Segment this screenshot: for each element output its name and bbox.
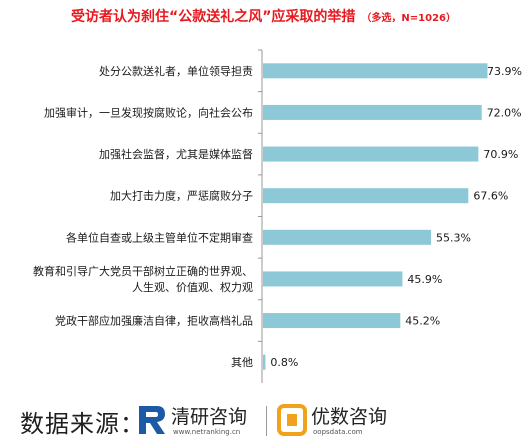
category-label: 各单位自查或上级主管单位不定期审查 [66, 230, 253, 244]
value-label: 67.6% [473, 190, 508, 203]
source-label: 数据来源： [20, 410, 145, 438]
value-label: 45.9% [407, 273, 442, 286]
chart-title-row: 受访者认为刹住“公款送礼之风”应采取的举措 （多选，N=1026） [0, 6, 527, 26]
category-label: 其他 [231, 356, 253, 369]
category-label: 党政干部应加强廉洁自律，拒收高档礼品 [55, 314, 253, 328]
oopsdata-logo-name: 优数咨询 [311, 406, 388, 428]
bar [263, 146, 479, 162]
netranking-logo-name: 清研咨询 [171, 406, 248, 428]
netranking-logo: 清研咨询 www.netranking.cn [137, 402, 267, 442]
bar [263, 188, 469, 204]
value-label: 45.2% [405, 315, 440, 328]
bar [263, 63, 488, 79]
oopsdata-logo-icon [277, 404, 307, 436]
category-label: 加强社会监督，尤其是媒体监督 [99, 147, 253, 161]
logo-divider [266, 406, 267, 436]
netranking-logo-icon [139, 406, 165, 434]
value-label: 73.9% [487, 65, 522, 78]
value-label: 72.0% [487, 106, 522, 119]
category-label: 加强审计，一旦发现按腐败论，向社会公布 [44, 105, 253, 119]
value-label: 55.3% [436, 231, 471, 244]
category-label: 加大打击力度，严惩腐败分子 [110, 189, 253, 203]
oopsdata-logo: 优数咨询 oopsdata.com [277, 402, 407, 442]
bar [263, 104, 482, 120]
chart-subtitle: （多选，N=1026） [361, 13, 456, 24]
source-footer: 数据来源： 清研咨询 www.netranking.cn 优数咨询 oopsda… [0, 398, 527, 445]
bar [263, 271, 403, 287]
netranking-logo-url: www.netranking.cn [173, 428, 241, 436]
value-label: 0.8% [270, 356, 298, 369]
oopsdata-logo-url: oopsdata.com [313, 428, 363, 436]
bar [263, 354, 266, 370]
chart-title: 受访者认为刹住“公款送礼之风”应采取的举措 [71, 9, 356, 25]
bar [263, 229, 431, 245]
bar-chart: 处分公款送礼者，单位领导担责 73.9% 加强审计，一旦发现按腐败论，向社会公布 72… [33, 49, 522, 383]
category-label: 教育和引导广大党员干部树立正确的世界观、人生观、价值观、权力观 [33, 264, 253, 294]
category-label: 处分公款送礼者，单位领导担责 [99, 64, 253, 78]
value-label: 70.9% [483, 148, 518, 161]
bar [263, 313, 401, 329]
